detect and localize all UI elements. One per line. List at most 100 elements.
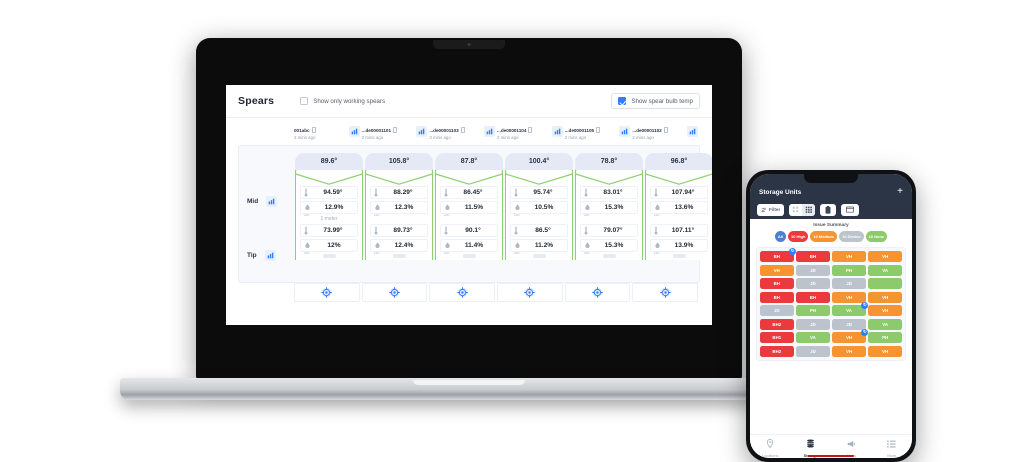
tip-emc-value: 15.3%	[604, 242, 624, 249]
storage-unit-cell[interactable]: VA	[796, 332, 830, 343]
storage-unit-cell[interactable]: VA ↻	[832, 302, 869, 316]
issue-filter-pill[interactable]: 10 Device	[839, 231, 864, 242]
storage-unit-cell[interactable]: BH	[796, 291, 830, 303]
status-pill	[392, 254, 406, 258]
storage-unit-label: VA	[882, 321, 889, 327]
column-header-text: ...de00001102 2 mins ago	[632, 126, 684, 140]
phone-screen: Storage Units + Filter	[750, 174, 912, 458]
bar-chart-icon[interactable]	[266, 196, 278, 207]
storage-unit-cell[interactable]: VH	[868, 305, 902, 316]
clipboard-button[interactable]	[820, 203, 837, 216]
locate-spear-button[interactable]	[564, 283, 631, 302]
spear-timestamp: 2 mins ago	[564, 135, 587, 140]
storage-unit-cell[interactable]: VH	[868, 291, 902, 303]
locate-spear-button[interactable]	[294, 283, 360, 302]
status-pill	[672, 254, 686, 258]
storage-unit-cell[interactable]: BH	[760, 291, 794, 303]
grid-view-icon[interactable]	[802, 203, 816, 216]
show-working-spears-checkbox[interactable]: Show only working spears	[300, 97, 385, 105]
storage-unit-row: BH2 JD VH VH	[760, 345, 902, 357]
storage-unit-cell[interactable]: JD	[796, 318, 830, 330]
checkbox-box-unchecked[interactable]	[300, 97, 309, 105]
storage-unit-cell[interactable]: PH	[796, 305, 830, 316]
mid-temperature: 88.29°	[370, 186, 428, 199]
emc-icon: EMC	[514, 197, 520, 218]
storage-unit-cell[interactable]: JD	[796, 345, 830, 357]
bar-chart-icon[interactable]	[416, 126, 428, 137]
list-view-icon[interactable]	[789, 204, 802, 216]
column-header-text: ...de00001101 2 mins ago	[362, 126, 414, 140]
status-pill	[462, 254, 476, 258]
bar-chart-icon[interactable]	[551, 126, 563, 137]
calendar-button[interactable]	[841, 203, 860, 216]
locate-spear-button[interactable]	[632, 283, 699, 302]
checkbox-box-checked[interactable]	[618, 97, 627, 105]
storage-unit-cell[interactable]: PH	[832, 264, 866, 276]
storage-unit-cell[interactable]: VH	[832, 291, 866, 303]
storage-unit-cell[interactable]	[868, 278, 902, 289]
nav-item-more[interactable]: More	[872, 435, 913, 458]
storage-unit-cell[interactable]: JD	[832, 278, 866, 289]
filter-button[interactable]: Filter	[757, 203, 785, 216]
add-storage-unit-button[interactable]: +	[897, 186, 903, 197]
bar-chart-icon[interactable]	[484, 126, 496, 137]
storage-unit-label: VH	[773, 267, 780, 273]
storage-unit-cell[interactable]: BH ↻	[760, 248, 797, 262]
spear-id: ...de00001101	[362, 126, 414, 133]
storage-unit-cell[interactable]: JD	[760, 305, 794, 316]
view-toggle-group[interactable]	[789, 203, 816, 216]
bar-chart-icon[interactable]	[619, 126, 631, 137]
storage-unit-cell[interactable]: VH ↻	[832, 329, 869, 343]
storage-unit-cell[interactable]: VH	[832, 251, 866, 262]
locate-spear-button[interactable]	[429, 283, 496, 302]
bar-chart-icon[interactable]	[348, 126, 360, 137]
storage-unit-cell[interactable]: PH	[868, 332, 902, 343]
storage-unit-cell[interactable]: BH	[760, 278, 794, 289]
sync-icon: ↻	[861, 329, 869, 336]
storage-unit-cell[interactable]: VA	[868, 264, 902, 276]
storage-unit-grid: BH ↻ BH VH VH VH JD PH VA BH JD JD BH BH VH VH JD PH VA ↻ VH…	[756, 247, 906, 361]
bar-chart-icon[interactable]	[264, 250, 276, 261]
spear-column: 78.8° 83.01° EMC 15.3% 79.07° EMC 15.3%	[575, 153, 643, 275]
storage-unit-cell[interactable]: BH2	[760, 345, 794, 357]
storage-unit-cell[interactable]: VH	[868, 251, 902, 262]
issue-filter-pill[interactable]: All	[774, 231, 786, 242]
tip-temperature: 79.07°	[580, 224, 638, 237]
thermometer-icon	[514, 226, 518, 234]
storage-unit-cell[interactable]: BH	[796, 251, 830, 262]
droplet-icon	[654, 204, 660, 211]
spear-id-text: ...de00001102	[632, 127, 662, 133]
temp-icon-wrap	[374, 222, 378, 240]
spear-tip	[365, 170, 433, 185]
mid-temperature-value: 83.01°	[603, 189, 623, 196]
tip-temperature-value: 90.1°	[465, 227, 481, 234]
temp-icon-wrap	[654, 184, 658, 202]
storage-unit-label: VH	[882, 308, 889, 313]
issue-filter-pill[interactable]: 10 None	[865, 231, 888, 242]
storage-unit-cell[interactable]: VH	[868, 345, 902, 357]
storage-unit-cell[interactable]: JD	[796, 264, 830, 276]
storage-unit-cell[interactable]: BH2	[760, 318, 794, 330]
nav-item-locations[interactable]: Locations	[750, 435, 791, 458]
spear-id-text: ...de00001104	[497, 127, 527, 133]
battery-icon	[393, 126, 398, 133]
show-bulb-temp-checkbox[interactable]: Show spear bulb temp	[611, 93, 700, 109]
bar-chart-icon[interactable]	[687, 126, 699, 137]
storage-unit-label: JD	[810, 281, 816, 286]
locate-spear-button[interactable]	[497, 283, 563, 302]
battery-icon	[460, 126, 465, 133]
storage-unit-cell[interactable]: VA	[868, 318, 902, 330]
depth-label: 1 meter	[320, 216, 338, 222]
issue-filter-pill[interactable]: 10 Medium	[810, 231, 838, 242]
spear-id: ...de00001102	[632, 126, 684, 133]
storage-unit-cell[interactable]: JD	[832, 318, 866, 330]
issue-filter-pill[interactable]: 10 High	[787, 231, 809, 242]
storage-unit-cell[interactable]: JD	[796, 278, 830, 289]
storage-unit-cell[interactable]: VH	[832, 345, 866, 357]
locate-spear-button[interactable]	[361, 283, 428, 302]
battery-icon	[663, 126, 668, 133]
thermometer-icon	[514, 188, 518, 196]
storage-unit-cell[interactable]: BH1	[760, 332, 794, 343]
mid-temperature-value: 86.45°	[463, 189, 483, 196]
storage-unit-cell[interactable]: VH	[760, 264, 794, 276]
